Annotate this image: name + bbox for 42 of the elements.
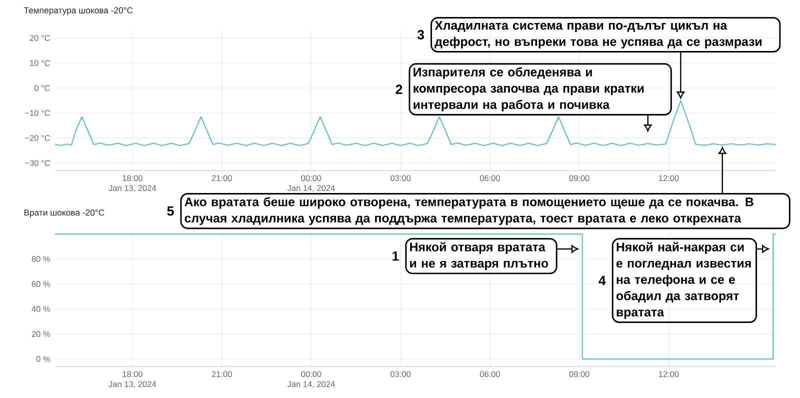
x-tick-label: 18:00 [122, 371, 142, 378]
y-tick-label: 80 % [32, 256, 50, 262]
chart-title: Врати шокова -20°C [24, 210, 104, 218]
y-tick-label: 40 % [32, 306, 50, 312]
text: Jan 13, 2024 [108, 381, 156, 388]
annotation: Изпарителя се обледенява и компресора започва да прави кратки интервали на работа и почивка [414, 67, 644, 112]
x-tick-label: 03:00 [390, 371, 411, 378]
y-tick-label: −20 °C [25, 135, 50, 141]
x-tick-label: 00:00 [301, 175, 322, 182]
x-tick-label: 06:00 [480, 175, 500, 182]
x-tick-label: 12:00 [659, 371, 679, 378]
x-tick-label: 18:00 [122, 175, 142, 182]
annotation: Някой най-накрая си е погледнал известия на телефона и се е обадил да затворят вратата [616, 242, 751, 319]
y-tick-label: 10 °C [30, 60, 50, 66]
text: Jan 14, 2024 [287, 185, 335, 192]
y-tick-label: 20 % [32, 331, 50, 337]
text: Jan 14, 2024 [287, 381, 335, 388]
annotation: Някой отваря вратата и не я затваря плътно [410, 242, 548, 270]
x-tick-label: 21:00 [212, 371, 232, 378]
x-tick-label: 00:00 [301, 371, 322, 378]
chart-title: Температура шокова -20°C [24, 7, 133, 16]
x-tick-label: 12:00 [659, 175, 679, 182]
x-tick-label: 09:00 [569, 371, 590, 378]
y-tick-label: 20 °C [30, 35, 50, 41]
y-tick-label: 0 °C [34, 85, 50, 91]
x-tick-label: 09:00 [569, 175, 590, 182]
x-tick-label: 06:00 [480, 371, 500, 378]
text: Jan 13, 2024 [108, 185, 156, 192]
annotation: 3 [417, 30, 424, 40]
line-series [54, 100, 777, 146]
annotation: 2 [396, 84, 402, 94]
annotation: Хладилната система прави по-дълъг цикъл на дефрост, но въпреки това не успява да се размрази [434, 21, 762, 48]
annotation: 4 [598, 276, 606, 286]
y-tick-label: −30 °C [25, 160, 50, 166]
x-tick-label: 03:00 [390, 175, 411, 182]
x-tick-label: 21:00 [212, 175, 232, 182]
y-tick-label: 60 % [32, 281, 50, 287]
y-tick-label: −10 °C [25, 110, 50, 116]
annotation: Ако вратата беше широко отворена, температурата в помощението щеше да се покачва. В случая хладилника успява да поддържа температурата, тоест вратата е леко открехната [184, 197, 754, 225]
annotation: 1 [392, 251, 399, 261]
y-tick-label: 0 % [36, 356, 50, 362]
text: 5 [167, 206, 174, 216]
